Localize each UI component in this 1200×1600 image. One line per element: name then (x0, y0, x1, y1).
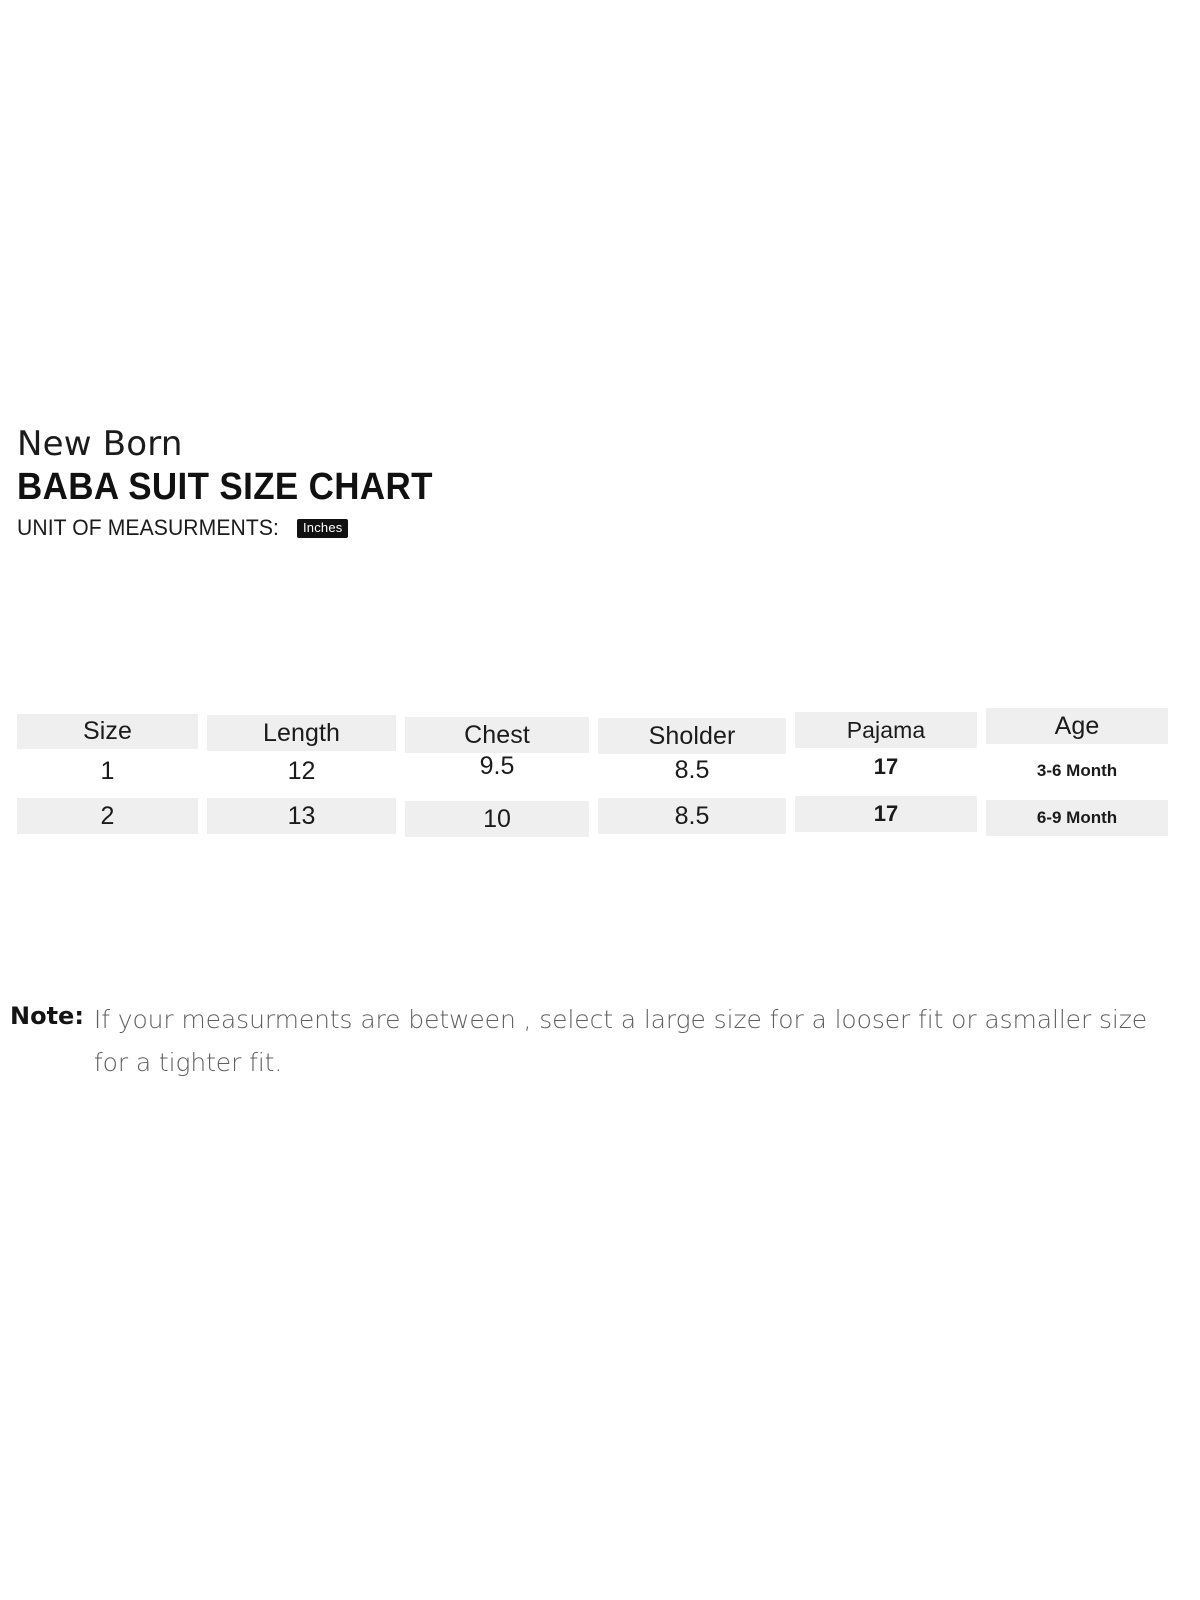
cell-sholder: 8.5 (598, 798, 786, 834)
column-header-length: Length (207, 715, 396, 751)
cell-length: 12 (287, 756, 316, 785)
table-row: 1 12 9.5 8.5 17 3-6 Month (17, 743, 1182, 788)
column-header-age: Age (986, 708, 1168, 744)
unit-of-measurement-line: UNIT OF MEASURMENTS: Inches (17, 515, 1157, 541)
cell-length: 13 (207, 798, 396, 834)
table-row: 2 13 10 8.5 17 6-9 Month (17, 788, 1182, 837)
cell-sholder: 8.5 (674, 755, 710, 784)
cell-age: 3-6 Month (1036, 761, 1118, 780)
unit-label: UNIT OF MEASURMENTS: (17, 515, 280, 540)
note-text: If your measurments are between , select… (93, 1005, 1148, 1077)
chart-heading-block: New Born BABA SUIT SIZE CHART UNIT OF ME… (17, 424, 1157, 541)
table-header-row: Size Length Chest Sholder Pajama Age (17, 700, 1182, 754)
cell-size: 2 (17, 798, 198, 834)
page-title: BABA SUIT SIZE CHART (17, 466, 433, 508)
note-label: Note: (10, 1002, 84, 1030)
cell-pajama: 17 (795, 796, 977, 832)
note-block: Note: If your measurments are between , … (10, 998, 1170, 1084)
cell-chest: 9.5 (479, 751, 515, 780)
cell-pajama: 17 (873, 754, 899, 779)
cell-age: 6-9 Month (986, 800, 1168, 836)
cell-size: 1 (100, 756, 115, 785)
column-header-size: Size (17, 714, 198, 749)
eyebrow-title: New Born (17, 424, 183, 464)
column-header-pajama: Pajama (795, 712, 977, 748)
column-header-sholder: Sholder (598, 718, 786, 754)
cell-chest: 10 (405, 801, 589, 837)
column-header-chest: Chest (405, 717, 589, 753)
unit-badge: Inches (296, 518, 349, 538)
size-chart-table: Size Length Chest Sholder Pajama Age 1 1… (17, 700, 1182, 837)
